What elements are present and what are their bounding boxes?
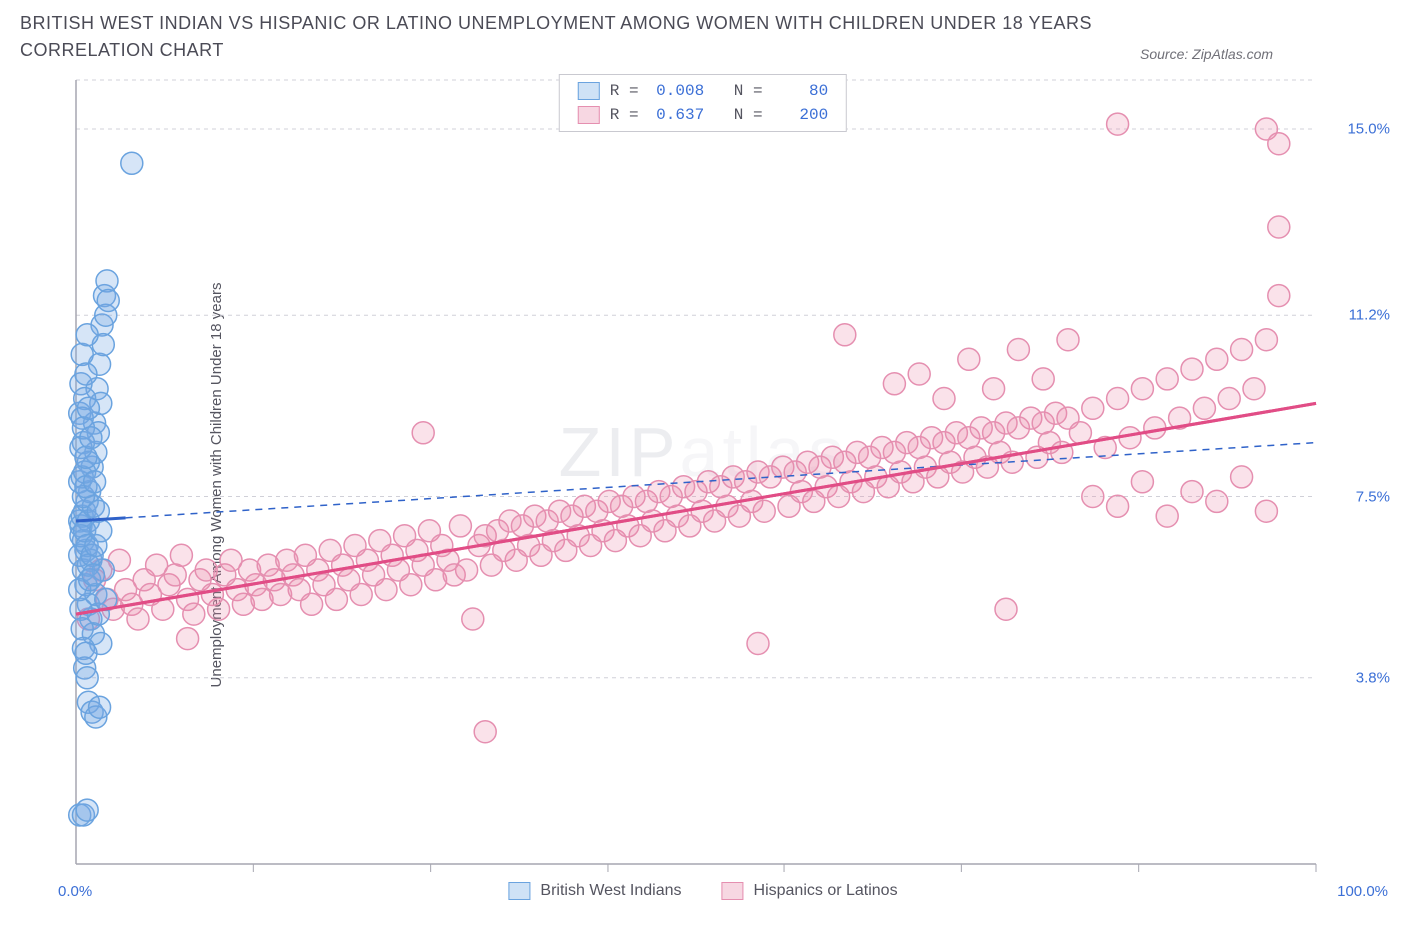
bottom-legend: British West Indians Hispanics or Latino… xyxy=(508,882,897,900)
r-value-b: 0.637 xyxy=(648,103,704,127)
r-label-a: R = xyxy=(610,82,639,100)
n-label-b: N = xyxy=(734,106,763,124)
legend-label-a: British West Indians xyxy=(540,882,681,900)
legend-swatch-b xyxy=(722,882,744,900)
x-axis-max-label: 100.0% xyxy=(1337,883,1388,900)
scatter-plot-svg xyxy=(10,70,1396,900)
y-tick-label: 15.0% xyxy=(1347,121,1390,138)
y-tick-label: 7.5% xyxy=(1356,488,1390,505)
y-tick-label: 11.2% xyxy=(1349,307,1390,324)
chart-container: BRITISH WEST INDIAN VS HISPANIC OR LATIN… xyxy=(10,10,1396,920)
legend-item-b: Hispanics or Latinos xyxy=(722,882,898,900)
chart-source: Source: ZipAtlas.com xyxy=(1140,46,1273,64)
plot-area: Unemployment Among Women with Children U… xyxy=(10,70,1396,900)
r-label-b: R = xyxy=(610,106,639,124)
legend-swatch-a xyxy=(508,882,530,900)
legend-label-b: Hispanics or Latinos xyxy=(754,882,898,900)
y-tick-label: 3.8% xyxy=(1356,669,1390,686)
r-value-a: 0.008 xyxy=(648,79,704,103)
stats-box: R = 0.008 N = 80 R = 0.637 N = 200 xyxy=(559,74,847,132)
stats-row-a: R = 0.008 N = 80 xyxy=(578,79,828,103)
title-row: BRITISH WEST INDIAN VS HISPANIC OR LATIN… xyxy=(10,10,1396,70)
chart-title: BRITISH WEST INDIAN VS HISPANIC OR LATIN… xyxy=(20,10,1140,64)
n-value-b: 200 xyxy=(772,103,828,127)
n-label-a: N = xyxy=(734,82,763,100)
swatch-series-b xyxy=(578,106,600,124)
x-axis-min-label: 0.0% xyxy=(58,883,92,900)
swatch-series-a xyxy=(578,82,600,100)
legend-item-a: British West Indians xyxy=(508,882,681,900)
n-value-a: 80 xyxy=(772,79,828,103)
stats-row-b: R = 0.637 N = 200 xyxy=(578,103,828,127)
